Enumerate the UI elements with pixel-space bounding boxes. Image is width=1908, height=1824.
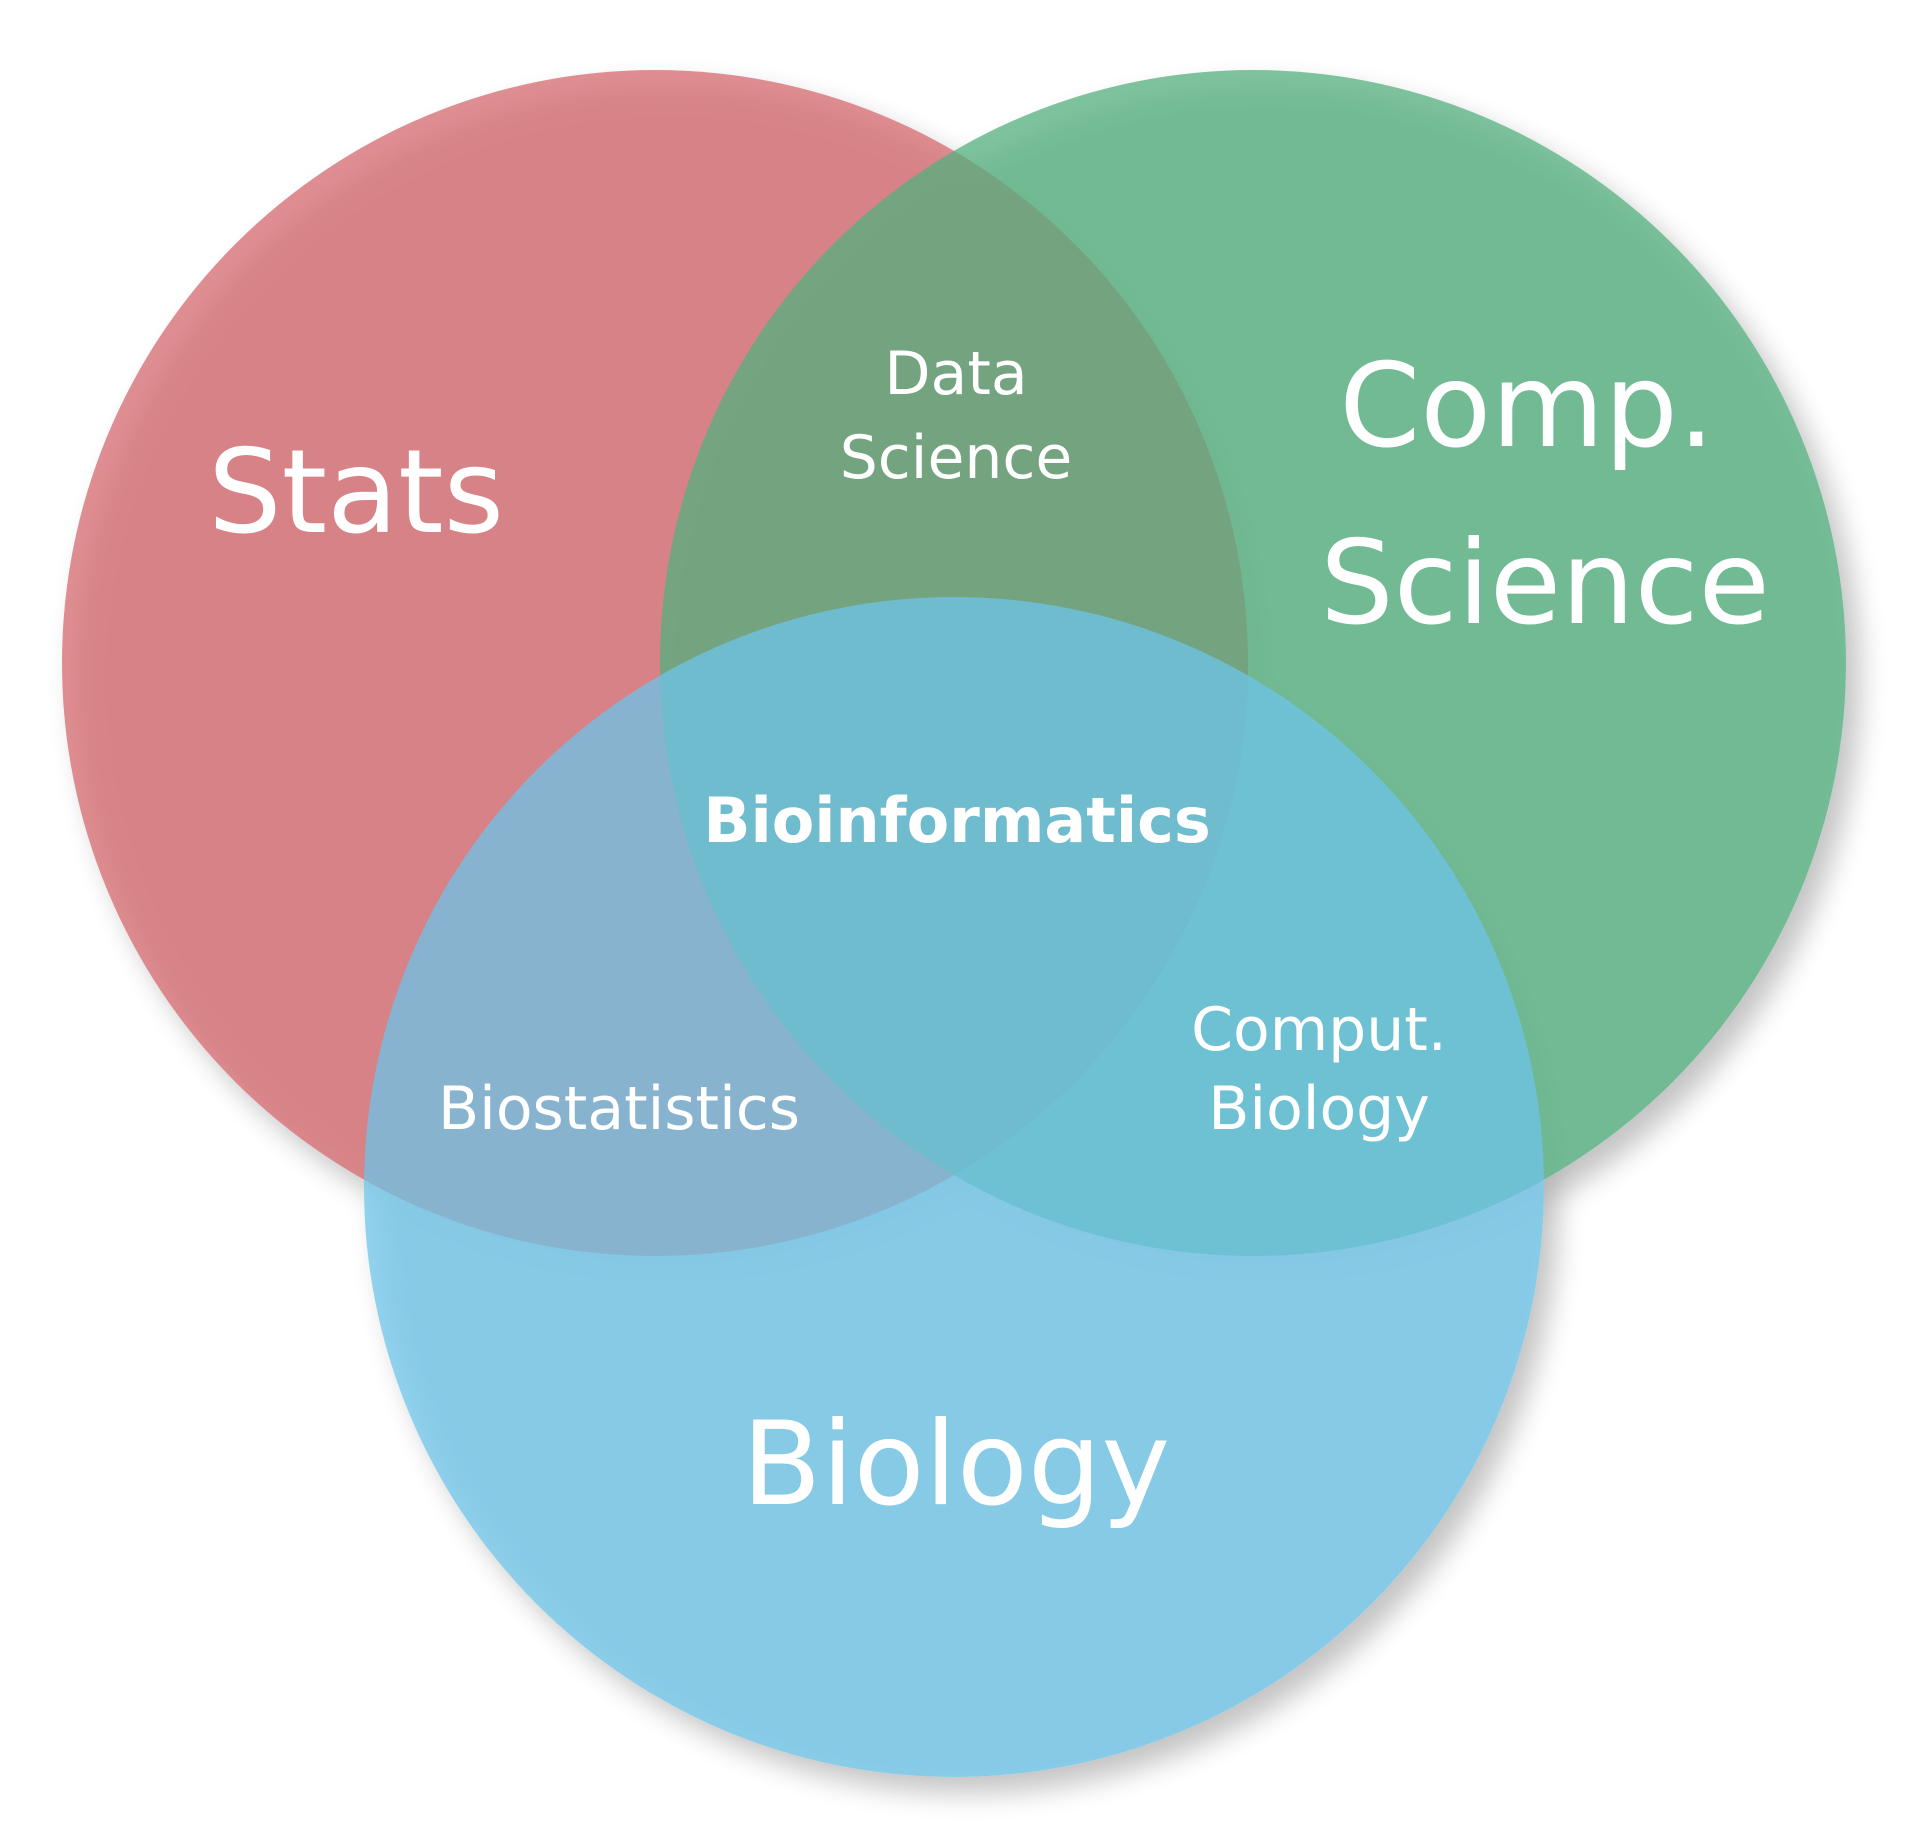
label-data-science-line2: Science [840,423,1073,493]
label-data-science-line1: Data [884,339,1027,409]
circle-biology [364,597,1544,1777]
label-biostatistics: Biostatistics [438,1074,800,1144]
label-bioinformatics: Bioinformatics [703,784,1211,857]
label-comput-biology-line2: Biology [1208,1074,1430,1144]
circle-group [62,70,1846,1777]
label-stats: Stats [208,425,504,560]
label-comput-biology-line1: Comput. [1191,995,1447,1065]
label-comp-science-line1: Comp. [1339,339,1714,474]
label-comp-science-line2: Science [1320,516,1770,651]
label-biology: Biology [742,1397,1170,1532]
